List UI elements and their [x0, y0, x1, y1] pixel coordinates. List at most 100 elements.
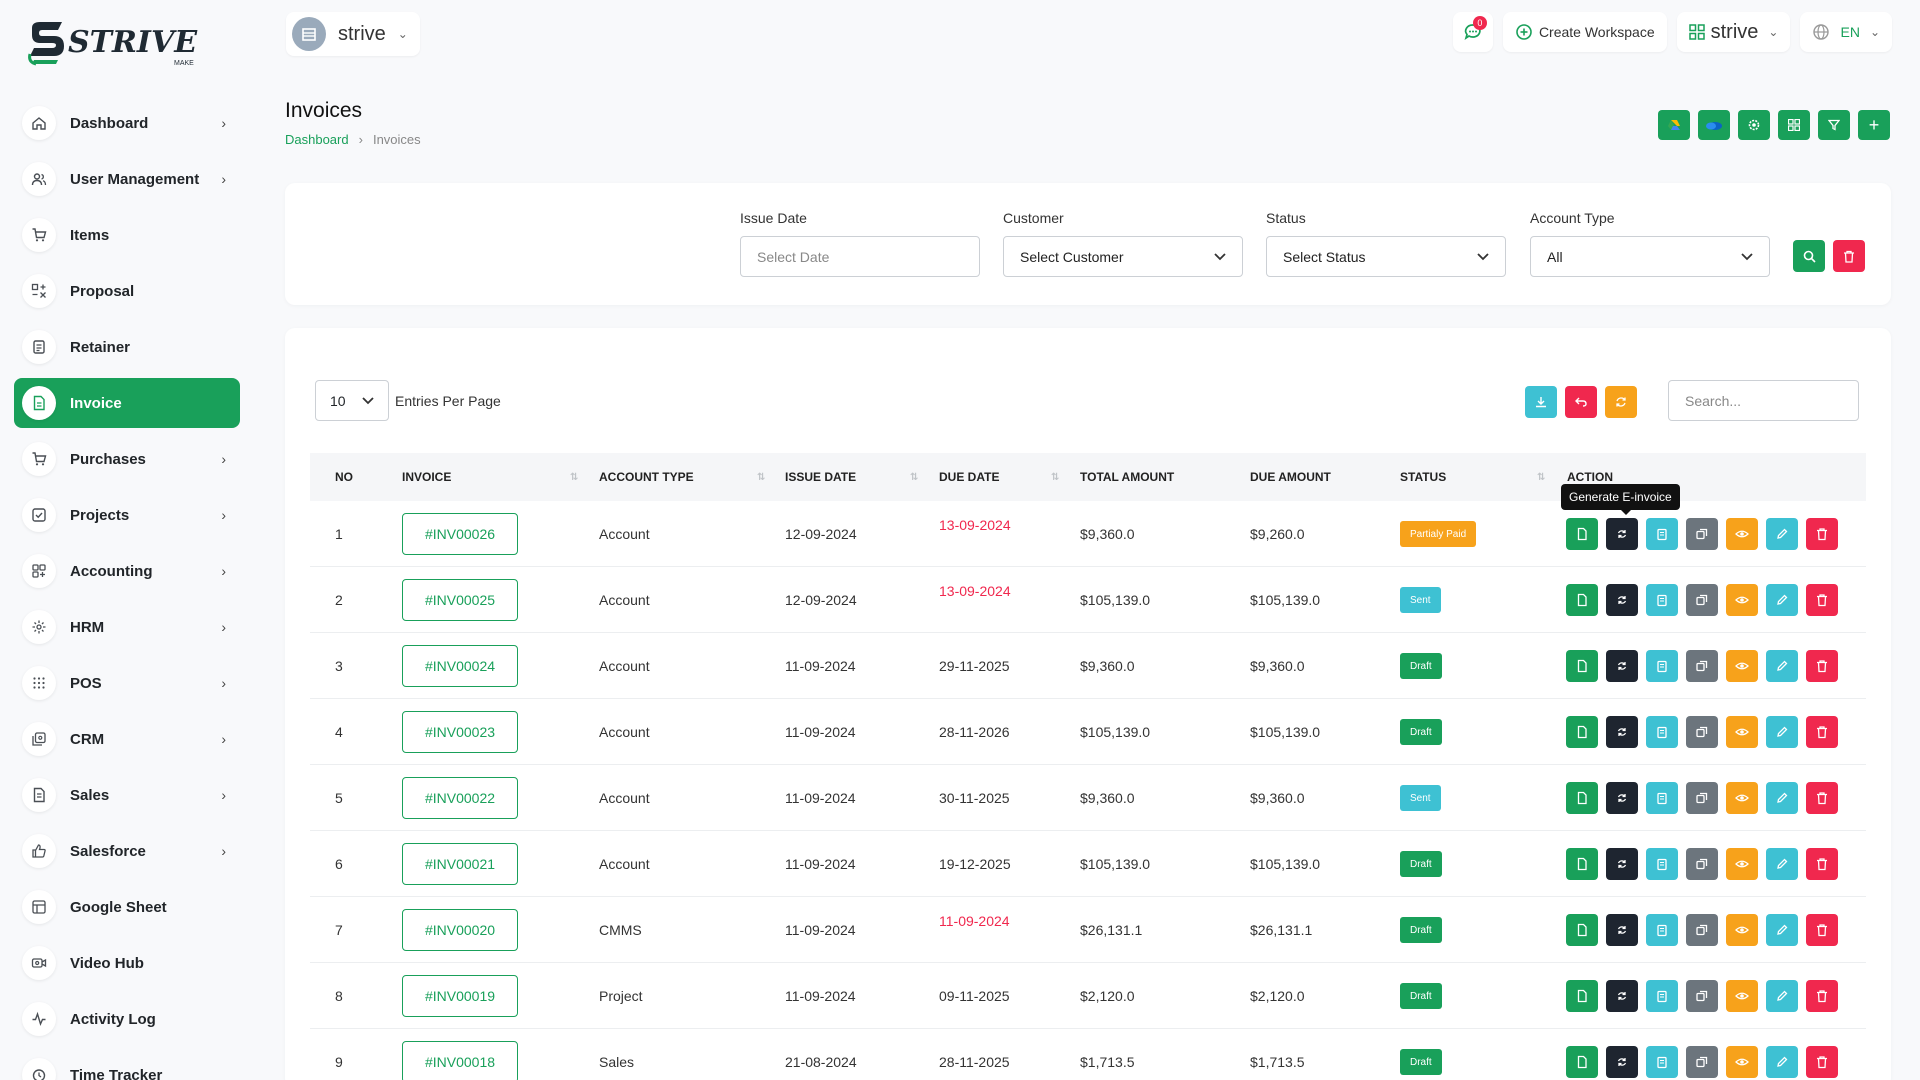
edit-button[interactable] [1766, 584, 1798, 616]
sidebar-item-google-sheet[interactable]: Google Sheet [14, 882, 240, 932]
generate-e-invoice-button[interactable] [1606, 848, 1638, 880]
sort-icon[interactable]: ⇅ [910, 471, 919, 483]
delete-button[interactable] [1806, 848, 1838, 880]
copy-link-button[interactable] [1686, 1046, 1718, 1078]
convert-pdf-button[interactable] [1566, 848, 1598, 880]
edit-button[interactable] [1766, 1046, 1798, 1078]
brand-logo[interactable]: STRIVE MAKE [28, 18, 208, 72]
clear-filter-button[interactable] [1833, 240, 1865, 272]
onedrive-button[interactable] [1698, 110, 1730, 140]
undo-button[interactable] [1565, 386, 1597, 418]
edit-button[interactable] [1766, 980, 1798, 1012]
copy-link-button[interactable] [1686, 518, 1718, 550]
view-button[interactable] [1726, 1046, 1758, 1078]
duplicate-button[interactable] [1646, 518, 1678, 550]
sort-icon[interactable]: ⇅ [1051, 471, 1060, 483]
edit-button[interactable] [1766, 518, 1798, 550]
generate-e-invoice-button[interactable] [1606, 518, 1638, 550]
invoice-number-link[interactable]: #INV00021 [402, 843, 518, 885]
copy-link-button[interactable] [1686, 914, 1718, 946]
sidebar-item-invoice[interactable]: Invoice [14, 378, 240, 428]
generate-e-invoice-button[interactable] [1606, 584, 1638, 616]
invoice-number-link[interactable]: #INV00018 [402, 1041, 518, 1080]
generate-e-invoice-button[interactable] [1606, 980, 1638, 1012]
col-issue-date[interactable]: ISSUE DATE [785, 470, 857, 484]
edit-button[interactable] [1766, 848, 1798, 880]
sidebar-item-retainer[interactable]: Retainer [14, 322, 240, 372]
generate-e-invoice-button[interactable] [1606, 914, 1638, 946]
export-button[interactable] [1525, 386, 1557, 418]
generate-e-invoice-button[interactable] [1606, 782, 1638, 814]
edit-button[interactable] [1766, 782, 1798, 814]
sort-icon[interactable]: ⇅ [570, 471, 579, 483]
duplicate-button[interactable] [1646, 650, 1678, 682]
copy-link-button[interactable] [1686, 980, 1718, 1012]
apply-filter-button[interactable] [1793, 240, 1825, 272]
account-type-select[interactable]: All [1530, 236, 1770, 277]
sort-icon[interactable]: ⇅ [757, 471, 766, 483]
sidebar-item-activity-log[interactable]: Activity Log [14, 994, 240, 1044]
view-button[interactable] [1726, 914, 1758, 946]
sort-icon[interactable]: ⇅ [1537, 471, 1546, 483]
view-button[interactable] [1726, 518, 1758, 550]
invoice-number-link[interactable]: #INV00020 [402, 909, 518, 951]
invoice-number-link[interactable]: #INV00023 [402, 711, 518, 753]
chat-button[interactable]: 0 [1452, 12, 1493, 52]
convert-pdf-button[interactable] [1566, 914, 1598, 946]
view-button[interactable] [1726, 716, 1758, 748]
convert-pdf-button[interactable] [1566, 782, 1598, 814]
entries-per-page-select[interactable]: 10 [315, 380, 389, 421]
generate-e-invoice-button[interactable] [1606, 1046, 1638, 1078]
sidebar-item-hrm[interactable]: HRM › [14, 602, 240, 652]
col-no[interactable]: NO [335, 470, 353, 484]
duplicate-button[interactable] [1646, 584, 1678, 616]
grid-view-button[interactable] [1778, 110, 1810, 140]
workspace-menu[interactable]: strive ⌄ [1676, 12, 1791, 52]
filter-button[interactable] [1818, 110, 1850, 140]
delete-button[interactable] [1806, 782, 1838, 814]
view-button[interactable] [1726, 782, 1758, 814]
duplicate-button[interactable] [1646, 716, 1678, 748]
generate-e-invoice-button[interactable] [1606, 716, 1638, 748]
sidebar-item-pos[interactable]: POS › [14, 658, 240, 708]
issue-date-input[interactable]: Select Date [740, 236, 980, 277]
copy-link-button[interactable] [1686, 782, 1718, 814]
col-status[interactable]: STATUS [1400, 470, 1447, 484]
copy-link-button[interactable] [1686, 716, 1718, 748]
view-button[interactable] [1726, 584, 1758, 616]
invoice-number-link[interactable]: #INV00026 [402, 513, 518, 555]
duplicate-button[interactable] [1646, 980, 1678, 1012]
view-button[interactable] [1726, 650, 1758, 682]
delete-button[interactable] [1806, 914, 1838, 946]
view-button[interactable] [1726, 848, 1758, 880]
convert-pdf-button[interactable] [1566, 584, 1598, 616]
col-due-date[interactable]: DUE DATE [939, 470, 1000, 484]
customer-select[interactable]: Select Customer [1003, 236, 1243, 277]
sidebar-item-sales[interactable]: Sales › [14, 770, 240, 820]
delete-button[interactable] [1806, 1046, 1838, 1078]
sidebar-item-dashboard[interactable]: Dashboard › [14, 98, 240, 148]
generate-e-invoice-button[interactable] [1606, 650, 1638, 682]
col-total-amount[interactable]: TOTAL AMOUNT [1080, 470, 1175, 484]
duplicate-button[interactable] [1646, 1046, 1678, 1078]
sidebar-item-proposal[interactable]: Proposal [14, 266, 240, 316]
sidebar-item-time-tracker[interactable]: Time Tracker [14, 1050, 240, 1080]
copy-link-button[interactable] [1686, 650, 1718, 682]
sidebar-item-video-hub[interactable]: Video Hub [14, 938, 240, 988]
sidebar-item-purchases[interactable]: Purchases › [14, 434, 240, 484]
status-select[interactable]: Select Status [1266, 236, 1506, 277]
convert-pdf-button[interactable] [1566, 716, 1598, 748]
duplicate-button[interactable] [1646, 848, 1678, 880]
refresh-button[interactable] [1605, 386, 1637, 418]
workspace-switcher[interactable]: strive ⌄ [286, 12, 420, 56]
invoice-number-link[interactable]: #INV00022 [402, 777, 518, 819]
delete-button[interactable] [1806, 518, 1838, 550]
delete-button[interactable] [1806, 716, 1838, 748]
language-selector[interactable]: EN ⌄ [1800, 12, 1892, 52]
breadcrumb-dashboard[interactable]: Dashboard [285, 132, 349, 147]
sidebar-item-projects[interactable]: Projects › [14, 490, 240, 540]
col-account-type[interactable]: ACCOUNT TYPE [599, 470, 694, 484]
duplicate-button[interactable] [1646, 782, 1678, 814]
sidebar-item-items[interactable]: Items [14, 210, 240, 260]
sidebar-item-crm[interactable]: CRM › [14, 714, 240, 764]
